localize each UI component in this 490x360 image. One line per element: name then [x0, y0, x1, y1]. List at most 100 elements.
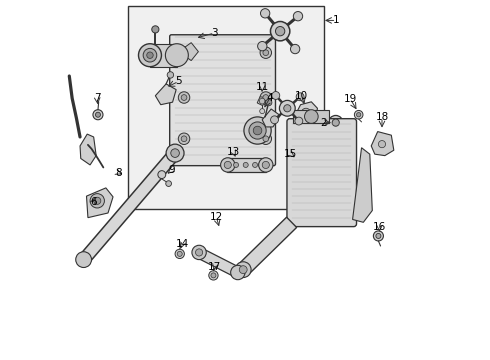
Circle shape	[376, 233, 381, 238]
Circle shape	[178, 133, 190, 144]
Circle shape	[171, 149, 179, 157]
Circle shape	[224, 161, 231, 168]
Text: 8: 8	[116, 168, 122, 178]
Circle shape	[301, 108, 311, 118]
Circle shape	[177, 251, 182, 256]
Circle shape	[373, 231, 383, 241]
Circle shape	[260, 133, 271, 144]
FancyBboxPatch shape	[287, 119, 357, 226]
Circle shape	[244, 117, 271, 144]
Circle shape	[279, 100, 295, 116]
Circle shape	[354, 111, 363, 119]
Circle shape	[295, 117, 303, 125]
Polygon shape	[179, 42, 198, 60]
Text: 5: 5	[175, 76, 182, 86]
Circle shape	[260, 47, 271, 58]
Circle shape	[263, 50, 269, 55]
Circle shape	[167, 72, 173, 78]
Circle shape	[291, 44, 300, 54]
Circle shape	[252, 162, 258, 167]
Circle shape	[258, 41, 267, 51]
Circle shape	[209, 271, 218, 280]
Text: 6: 6	[90, 197, 97, 207]
Text: 15: 15	[284, 149, 297, 159]
Text: 12: 12	[210, 212, 223, 222]
Circle shape	[262, 161, 270, 168]
Circle shape	[178, 47, 190, 58]
Circle shape	[96, 112, 100, 117]
Text: 14: 14	[175, 239, 189, 249]
Circle shape	[329, 116, 343, 130]
Polygon shape	[353, 148, 372, 222]
Circle shape	[231, 265, 245, 280]
Circle shape	[235, 262, 251, 278]
Bar	[128, 6, 324, 209]
Circle shape	[234, 162, 239, 167]
Text: 10: 10	[295, 91, 308, 101]
Circle shape	[275, 27, 285, 36]
Circle shape	[357, 113, 361, 117]
Text: 1: 1	[333, 15, 340, 26]
Circle shape	[249, 122, 266, 139]
Circle shape	[332, 119, 339, 126]
Bar	[150, 44, 177, 67]
Circle shape	[243, 162, 248, 167]
Circle shape	[166, 181, 171, 186]
Circle shape	[94, 197, 101, 204]
Circle shape	[181, 50, 187, 55]
Circle shape	[304, 110, 318, 123]
Circle shape	[294, 12, 303, 21]
Circle shape	[93, 110, 103, 120]
Polygon shape	[196, 248, 240, 277]
Polygon shape	[227, 158, 266, 172]
Circle shape	[196, 249, 203, 256]
Circle shape	[263, 136, 269, 141]
Circle shape	[270, 22, 290, 41]
Circle shape	[261, 9, 270, 18]
Circle shape	[259, 98, 265, 104]
Circle shape	[178, 92, 190, 103]
Circle shape	[239, 266, 247, 274]
Circle shape	[259, 158, 273, 172]
Text: 2: 2	[320, 118, 326, 128]
Circle shape	[260, 92, 271, 103]
Circle shape	[220, 158, 235, 172]
Polygon shape	[80, 134, 96, 165]
Circle shape	[270, 116, 278, 124]
FancyBboxPatch shape	[170, 35, 275, 166]
Text: 4: 4	[267, 93, 273, 103]
Circle shape	[166, 144, 184, 162]
Circle shape	[139, 44, 161, 67]
Circle shape	[90, 194, 104, 208]
Circle shape	[152, 26, 159, 33]
Circle shape	[181, 136, 187, 141]
Polygon shape	[78, 149, 180, 265]
Circle shape	[260, 109, 265, 114]
Circle shape	[284, 105, 291, 112]
Polygon shape	[371, 132, 394, 156]
Circle shape	[166, 44, 188, 67]
Circle shape	[175, 249, 184, 258]
Text: 19: 19	[343, 94, 357, 104]
Circle shape	[211, 273, 216, 278]
Circle shape	[158, 171, 166, 179]
Polygon shape	[238, 217, 296, 275]
Circle shape	[272, 91, 280, 99]
Circle shape	[192, 245, 206, 260]
Circle shape	[181, 95, 187, 100]
Polygon shape	[87, 188, 113, 218]
Text: 9: 9	[168, 165, 175, 175]
Circle shape	[296, 93, 304, 101]
Circle shape	[253, 126, 262, 135]
Circle shape	[147, 52, 153, 58]
Text: 11: 11	[256, 82, 269, 93]
Circle shape	[76, 252, 92, 267]
Text: 3: 3	[211, 28, 218, 38]
Text: 16: 16	[373, 222, 386, 231]
Polygon shape	[155, 84, 176, 105]
Polygon shape	[257, 97, 267, 105]
Circle shape	[143, 48, 157, 62]
Circle shape	[263, 95, 269, 100]
Circle shape	[378, 140, 386, 148]
Polygon shape	[294, 102, 318, 125]
